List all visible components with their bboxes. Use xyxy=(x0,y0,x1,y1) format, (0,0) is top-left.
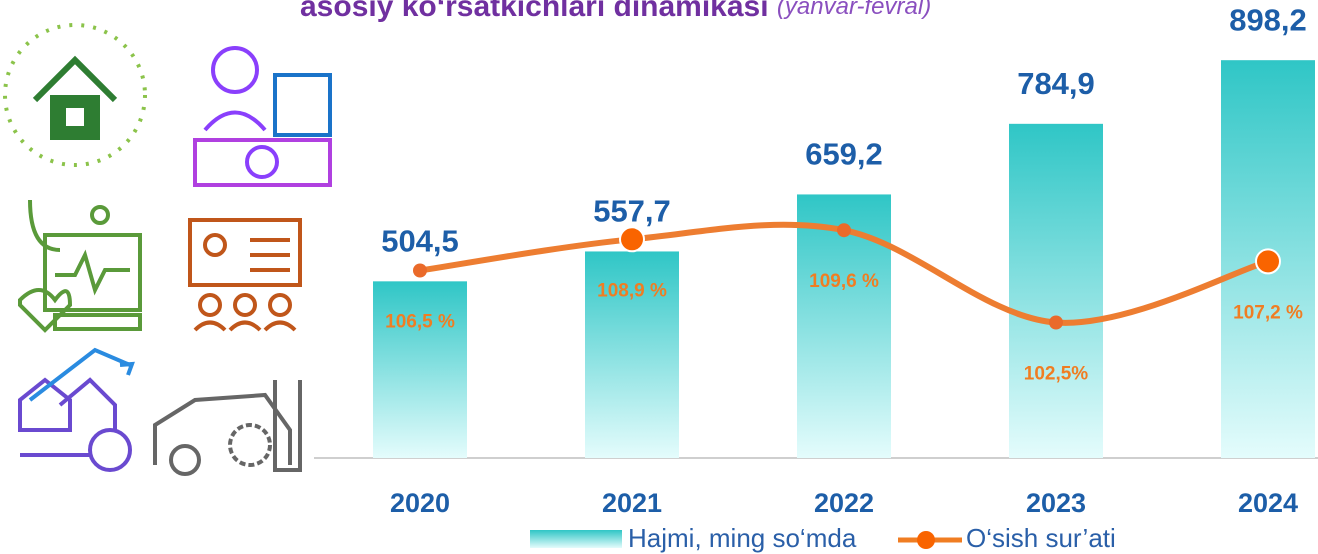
line-point xyxy=(1256,249,1280,273)
car-icon xyxy=(155,380,300,474)
line-point xyxy=(620,227,644,251)
line-value-label: 109,6 % xyxy=(809,271,879,292)
chart-title-wrap: asosiy ko‘rsatkichlari dinamikasi (yanva… xyxy=(300,0,931,23)
chart-subtitle: (yanvar-fevral) xyxy=(777,0,931,20)
line-value-label: 108,9 % xyxy=(597,280,667,301)
line-value-label: 102,5% xyxy=(1024,364,1089,385)
legend-swatch-dot xyxy=(917,531,935,549)
bar-value-label: 898,2 xyxy=(1229,2,1307,37)
line-point xyxy=(837,223,851,237)
chart: asosiy ko‘rsatkichlari dinamikasi (yanva… xyxy=(0,0,1318,554)
bar xyxy=(373,281,467,458)
bar-value-label: 557,7 xyxy=(593,194,671,229)
x-tick-label: 2021 xyxy=(602,488,662,518)
legend-swatch-bar xyxy=(530,530,622,548)
x-tick-label: 2022 xyxy=(814,488,874,518)
chart-title: asosiy ko‘rsatkichlari dinamikasi xyxy=(300,0,769,23)
legend: Hajmi, ming so‘mda O‘sish sur’ati xyxy=(530,523,1116,553)
bar-value-label: 784,9 xyxy=(1017,66,1095,101)
monitor-icon xyxy=(20,200,140,330)
line-value-label: 106,5 % xyxy=(385,312,455,333)
property-icon xyxy=(20,350,132,470)
house-icon xyxy=(5,25,145,165)
legend-label: O‘sish sur’ati xyxy=(966,523,1116,553)
icons xyxy=(5,25,330,474)
seller-icon xyxy=(195,48,330,185)
line-point xyxy=(1049,316,1063,330)
x-tick-label: 2024 xyxy=(1238,488,1298,518)
bar-value-label: 659,2 xyxy=(805,137,883,172)
bar-value-label: 504,5 xyxy=(381,224,459,259)
line-point xyxy=(413,264,427,278)
x-tick-label: 2020 xyxy=(390,488,450,518)
teacher-icon xyxy=(190,220,300,330)
bar xyxy=(1009,124,1103,458)
legend-label: Hajmi, ming so‘mda xyxy=(628,523,857,553)
line-value-label: 107,2 % xyxy=(1233,302,1303,323)
x-tick-label: 2023 xyxy=(1026,488,1086,518)
